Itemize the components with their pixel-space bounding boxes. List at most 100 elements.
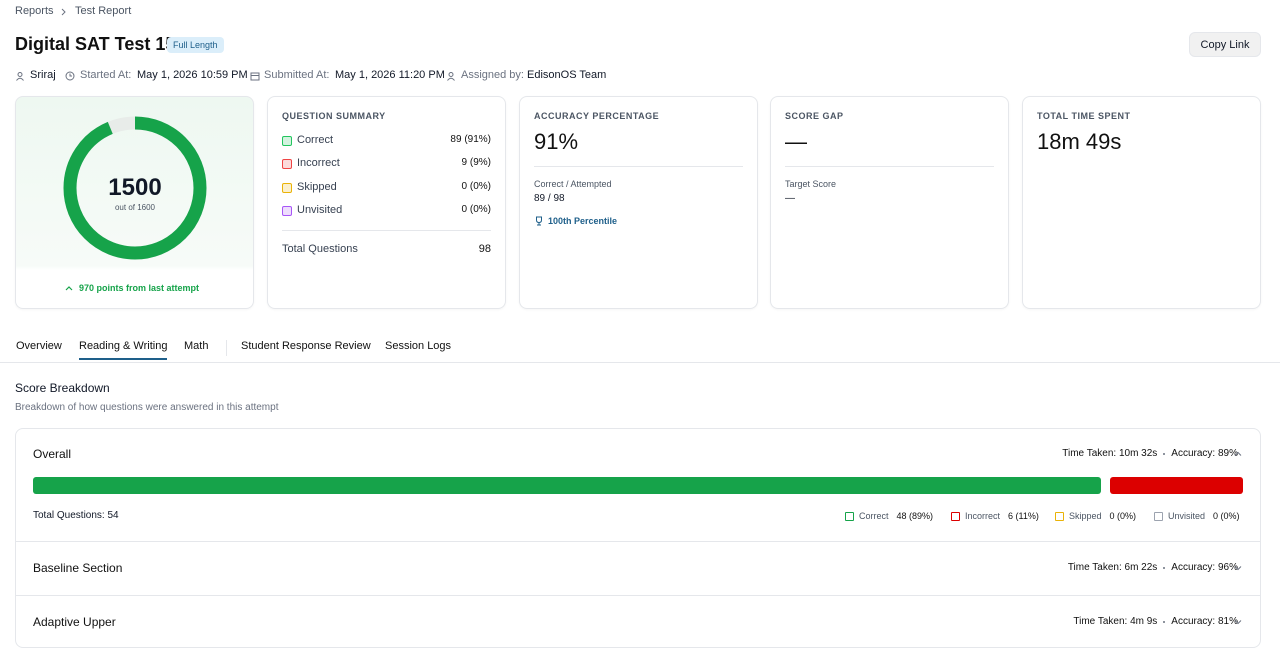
- divider: [16, 541, 1260, 542]
- section-name[interactable]: Adaptive Upper: [33, 615, 116, 629]
- summary-value: 9 (9%): [461, 157, 491, 169]
- accuracy: Accuracy: 89%: [1171, 448, 1238, 459]
- summary-label: Correct: [297, 134, 334, 146]
- card-title: QUESTION SUMMARY: [282, 111, 386, 121]
- time-taken: Time Taken: 4m 9s: [1073, 616, 1158, 627]
- summary-label: Incorrect: [297, 157, 340, 170]
- section-subtitle: Breakdown of how questions were answered…: [15, 402, 279, 413]
- section-stats: Time Taken: 6m 22s Accuracy: 96%: [1068, 562, 1238, 573]
- copy-link-button[interactable]: Copy Link: [1189, 32, 1261, 57]
- detail-label: Target Score: [785, 179, 837, 189]
- legend-label: Unvisited: [1168, 511, 1206, 521]
- meta-value: EdisonOS Team: [527, 69, 607, 81]
- meta-label: Submitted At:: [264, 69, 330, 81]
- badge: Full Length: [167, 37, 224, 53]
- detail-value: —: [785, 193, 795, 204]
- detail-label: Correct / Attempted: [534, 179, 612, 189]
- legend-swatch: [951, 511, 960, 521]
- summary-label: Unvisited: [297, 203, 343, 216]
- divider: [534, 166, 743, 167]
- accuracy-value: 91%: [534, 129, 579, 154]
- section-name[interactable]: Overall: [33, 447, 72, 461]
- time-taken: Time Taken: 6m 22s: [1067, 562, 1158, 573]
- accuracy-card: [519, 96, 758, 309]
- divider: [16, 595, 1260, 596]
- chevron[interactable]: [1234, 618, 1242, 626]
- legend-item: Skipped 0 (0%): [1055, 511, 1136, 521]
- chevron-path: [1234, 451, 1242, 456]
- summary-value: 0 (0%): [461, 180, 491, 192]
- user-icon: [447, 72, 455, 81]
- summary-value: 0 (0%): [461, 203, 491, 215]
- status-square: [282, 205, 292, 216]
- legend-swatch: [1154, 511, 1163, 521]
- legend-value: 48 (89%): [896, 511, 934, 521]
- bar-segment: [33, 477, 1101, 494]
- legend-value: 0 (0%): [1213, 511, 1240, 521]
- legend-item: Correct 48 (89%): [845, 511, 933, 521]
- meta-value: May 1, 2026 11:20 PM: [335, 69, 445, 81]
- divider: [785, 166, 994, 167]
- tab[interactable]: Student Response Review: [241, 340, 371, 352]
- summary-value: 89 (91%): [450, 134, 491, 145]
- chevron-path: [1234, 566, 1242, 571]
- meta-label: Started At:: [80, 69, 132, 81]
- score-gap-card: [770, 96, 1009, 309]
- time-taken: Time Taken: 10m 32s: [1062, 448, 1158, 459]
- legend-swatch: [1055, 511, 1064, 521]
- section-title: Score Breakdown: [15, 381, 110, 395]
- section-stats: Time Taken: 4m 9s Accuracy: 81%: [1073, 616, 1238, 627]
- summary-label: Skipped: [297, 180, 337, 193]
- legend-label: Incorrect: [965, 511, 1001, 521]
- legend-value: 6 (11%): [1008, 511, 1039, 521]
- breadcrumb-separator: [61, 8, 66, 16]
- score-value: 1500: [108, 174, 162, 201]
- trophy-icon: [536, 216, 542, 226]
- meta-value: May 1, 2026 10:59 PM: [137, 69, 248, 81]
- section-name[interactable]: Baseline Section: [33, 561, 123, 575]
- score-card: [15, 96, 254, 309]
- time-spent-value: 18m 49s: [1037, 129, 1122, 154]
- clock-icon: [65, 71, 75, 81]
- percentile: 100th Percentile: [548, 216, 618, 226]
- bar-segment: [1109, 477, 1243, 494]
- total-label: Total Questions: [282, 243, 358, 255]
- ring-arc: [63, 116, 207, 260]
- total-value: 98: [478, 243, 491, 255]
- breadcrumb-link[interactable]: Reports: [15, 5, 54, 17]
- tabs-border: [0, 362, 1280, 363]
- status-square: [282, 159, 292, 170]
- score-max: out of 1600: [114, 203, 156, 212]
- tab-separator: [226, 340, 227, 356]
- stat-separator: [1163, 452, 1166, 455]
- tab[interactable]: Math: [184, 340, 209, 352]
- score-ring: [63, 116, 207, 260]
- time-spent-card: [1022, 96, 1261, 309]
- breadcrumb-current: Test Report: [75, 5, 132, 17]
- divider: [282, 230, 491, 231]
- improvement: 970 points from last attempt: [79, 283, 200, 293]
- legend-value: 0 (0%): [1109, 511, 1137, 521]
- legend-item: Incorrect 6 (11%): [951, 511, 1039, 521]
- legend-label: Skipped: [1069, 511, 1102, 521]
- section-stats: Time Taken: 10m 32s Accuracy: 89%: [1062, 448, 1238, 459]
- card-title: SCORE GAP: [785, 111, 844, 121]
- score-gap-value: —: [785, 129, 807, 154]
- legend-item: Unvisited 0 (0%): [1154, 511, 1240, 521]
- legend-swatch: [845, 511, 854, 521]
- question-summary-card: [267, 96, 506, 309]
- status-square: [282, 182, 292, 193]
- card-title: TOTAL TIME SPENT: [1037, 111, 1131, 121]
- legend-label: Correct: [859, 511, 889, 521]
- total-questions: Total Questions: 54: [33, 510, 119, 521]
- chevron-path: [1234, 620, 1242, 625]
- tab[interactable]: Overview: [16, 340, 62, 352]
- page-title: Digital SAT Test 15: [15, 34, 176, 54]
- tab[interactable]: Reading & Writing: [79, 340, 168, 360]
- chevron[interactable]: [1234, 564, 1242, 572]
- tab[interactable]: Session Logs: [385, 340, 452, 352]
- chevron[interactable]: [1234, 450, 1242, 458]
- meta-label: Assigned by:: [461, 69, 524, 81]
